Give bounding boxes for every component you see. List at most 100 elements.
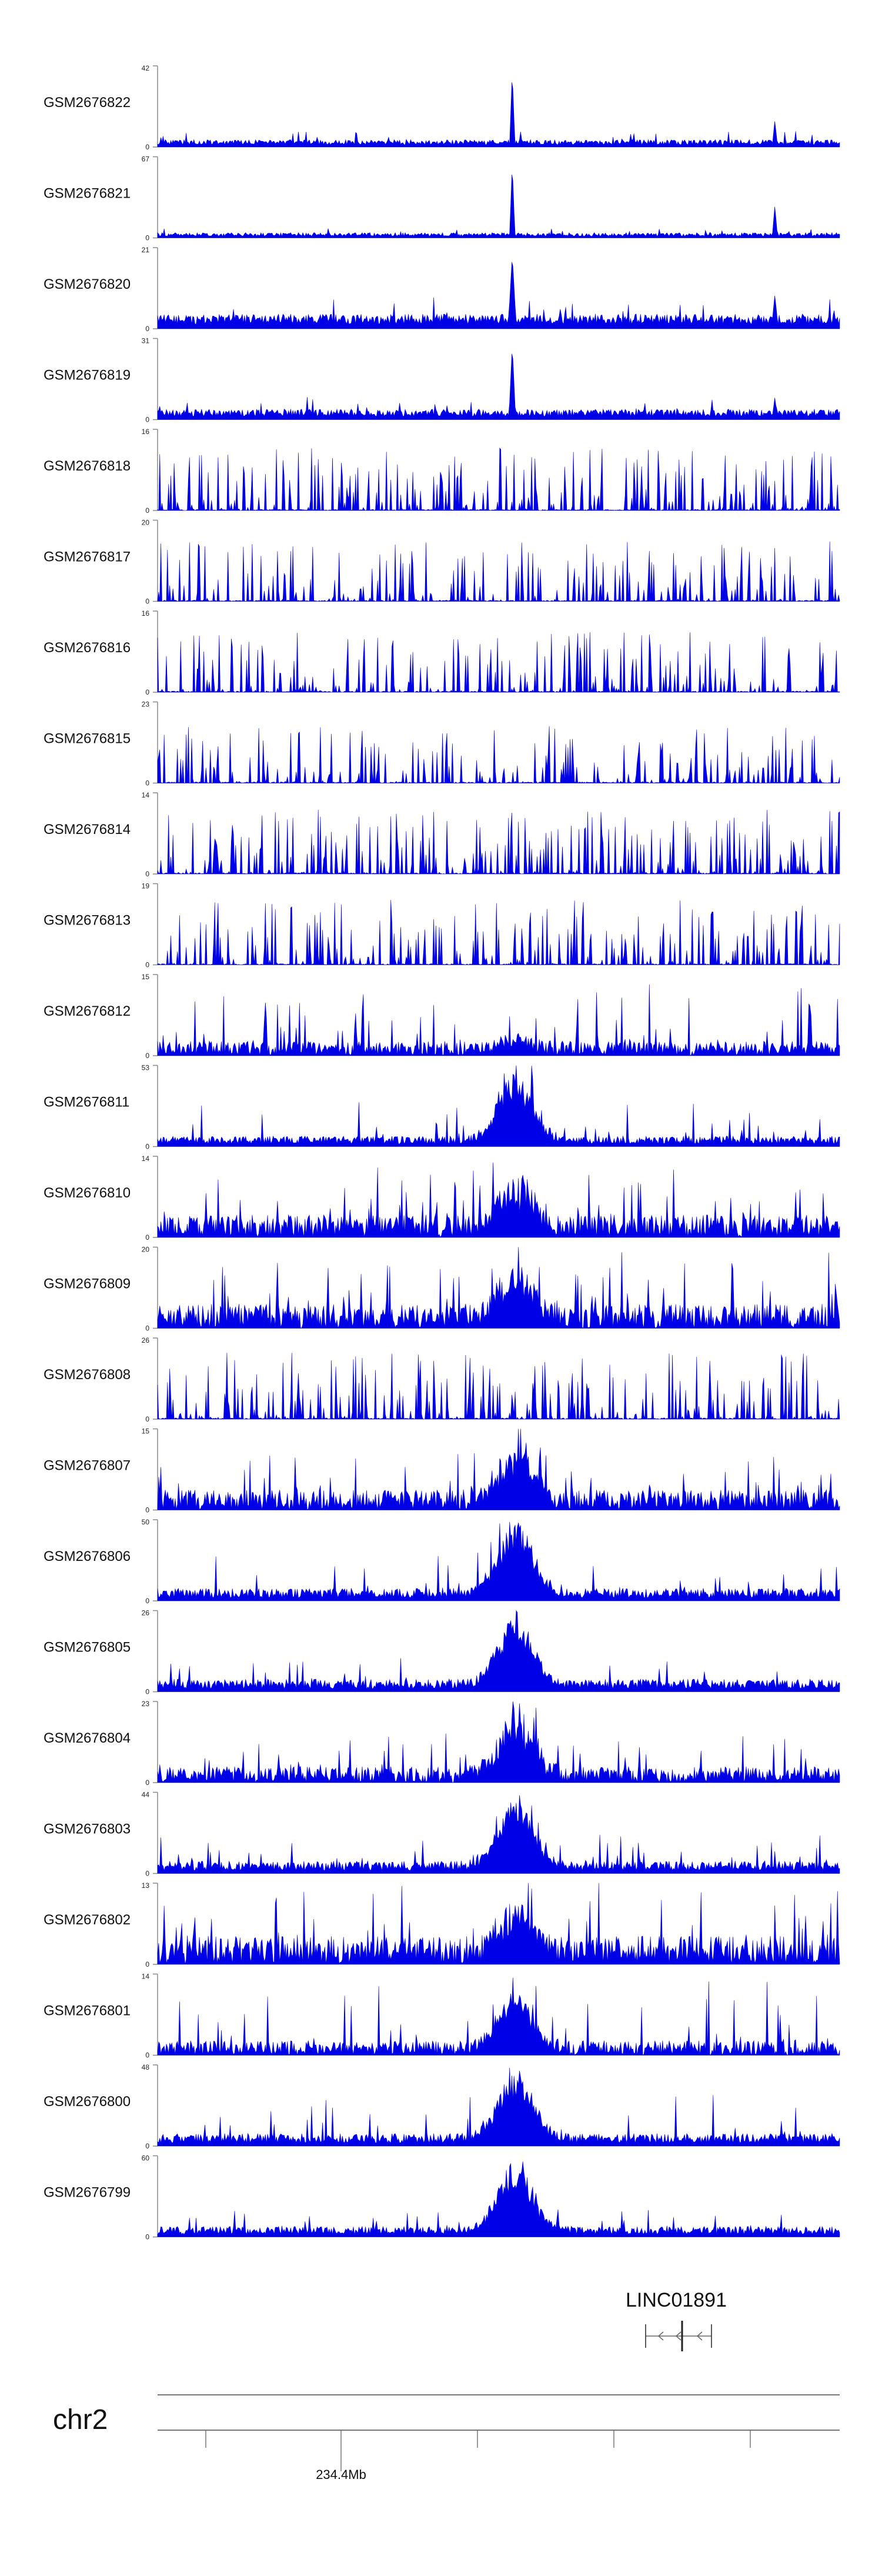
axis-ticks bbox=[205, 2430, 751, 2471]
y-max-label: 26 bbox=[142, 1336, 150, 1344]
chromosome-axis: chr2 234.4Mb bbox=[53, 2394, 840, 2482]
y-max-label: 20 bbox=[142, 1246, 150, 1254]
strand-arrow-icon bbox=[675, 2331, 681, 2341]
track-label: GSM2676817 bbox=[44, 549, 131, 565]
y-max-label: 14 bbox=[142, 791, 150, 799]
gene-label: LINC01891 bbox=[626, 2289, 727, 2311]
y-max-label: 26 bbox=[142, 1609, 150, 1617]
y-max-label: 44 bbox=[142, 1791, 150, 1799]
track-label: GSM2676819 bbox=[44, 368, 131, 383]
y-min-label: 0 bbox=[145, 1960, 149, 1968]
track-GSM2676821: GSM2676821 67 0 bbox=[44, 155, 840, 242]
track-label: GSM2676805 bbox=[44, 1640, 131, 1656]
y-min-label: 0 bbox=[145, 143, 149, 151]
y-min-label: 0 bbox=[145, 1324, 149, 1333]
y-max-label: 50 bbox=[142, 1518, 150, 1526]
y-max-label: 13 bbox=[142, 1881, 150, 1890]
signal-area bbox=[157, 448, 840, 511]
track-GSM2676804: GSM2676804 23 0 bbox=[44, 1700, 840, 1787]
track-label: GSM2676813 bbox=[44, 913, 131, 929]
track-label: GSM2676811 bbox=[44, 1095, 129, 1110]
signal-area bbox=[157, 984, 840, 1056]
track-GSM2676810: GSM2676810 14 0 bbox=[44, 1154, 840, 1242]
track-GSM2676802: GSM2676802 13 0 bbox=[44, 1881, 840, 1968]
y-min-label: 0 bbox=[145, 1052, 149, 1060]
chromosome-label: chr2 bbox=[53, 2404, 108, 2435]
y-min-label: 0 bbox=[145, 961, 149, 969]
track-GSM2676815: GSM2676815 23 0 bbox=[44, 700, 840, 788]
y-min-label: 0 bbox=[145, 779, 149, 788]
track-label: GSM2676822 bbox=[44, 95, 131, 111]
track-GSM2676813: GSM2676813 19 0 bbox=[44, 882, 840, 969]
y-max-label: 16 bbox=[142, 428, 150, 436]
axis-position-label: 234.4Mb bbox=[316, 2467, 366, 2482]
track-GSM2676807: GSM2676807 15 0 bbox=[44, 1427, 840, 1514]
y-min-label: 0 bbox=[145, 325, 149, 333]
signal-area bbox=[157, 353, 840, 420]
track-label: GSM2676808 bbox=[44, 1367, 131, 1383]
signal-area bbox=[157, 541, 840, 602]
track-GSM2676814: GSM2676814 14 0 bbox=[44, 791, 840, 878]
track-GSM2676806: GSM2676806 50 0 bbox=[44, 1518, 840, 1605]
track-label: GSM2676816 bbox=[44, 640, 131, 656]
track-GSM2676801: GSM2676801 14 0 bbox=[44, 1973, 840, 2060]
y-min-label: 0 bbox=[145, 2051, 149, 2060]
track-GSM2676816: GSM2676816 16 0 bbox=[44, 609, 840, 696]
signal-area bbox=[157, 809, 840, 875]
y-min-label: 0 bbox=[145, 1506, 149, 1514]
y-max-label: 60 bbox=[142, 2154, 150, 2163]
y-min-label: 0 bbox=[145, 1597, 149, 1605]
y-max-label: 48 bbox=[142, 2063, 150, 2071]
y-min-label: 0 bbox=[145, 688, 149, 696]
signal-area bbox=[157, 1429, 840, 1510]
track-label: GSM2676815 bbox=[44, 731, 131, 747]
track-GSM2676822: GSM2676822 42 0 bbox=[44, 64, 840, 151]
signal-area bbox=[157, 726, 840, 784]
track-label: GSM2676818 bbox=[44, 458, 131, 474]
y-min-label: 0 bbox=[145, 870, 149, 878]
y-min-label: 0 bbox=[145, 1870, 149, 1878]
signal-area bbox=[157, 1353, 840, 1420]
signal-area bbox=[157, 1610, 840, 1692]
track-label: GSM2676807 bbox=[44, 1458, 131, 1474]
signal-area bbox=[157, 262, 840, 329]
signal-area bbox=[157, 1247, 840, 1329]
track-GSM2676808: GSM2676808 26 0 bbox=[44, 1336, 840, 1423]
y-max-label: 20 bbox=[142, 519, 150, 527]
y-min-label: 0 bbox=[145, 2233, 149, 2241]
track-GSM2676800: GSM2676800 48 0 bbox=[44, 2063, 840, 2150]
track-GSM2676805: GSM2676805 26 0 bbox=[44, 1609, 840, 1696]
signal-area bbox=[157, 174, 840, 238]
track-GSM2676812: GSM2676812 15 0 bbox=[44, 973, 840, 1060]
track-label: GSM2676810 bbox=[44, 1185, 131, 1201]
track-label: GSM2676803 bbox=[44, 1821, 131, 1837]
track-label: GSM2676801 bbox=[44, 2003, 131, 2019]
y-max-label: 23 bbox=[142, 1700, 150, 1708]
y-min-label: 0 bbox=[145, 416, 149, 424]
track-GSM2676803: GSM2676803 44 0 bbox=[44, 1791, 840, 1878]
signal-area bbox=[157, 1701, 840, 1783]
track-GSM2676819: GSM2676819 31 0 bbox=[44, 337, 840, 424]
signal-area bbox=[157, 1162, 840, 1238]
track-label: GSM2676820 bbox=[44, 276, 131, 292]
signal-area bbox=[157, 82, 840, 148]
strand-arrow-icon bbox=[657, 2331, 664, 2341]
track-GSM2676817: GSM2676817 20 0 bbox=[44, 519, 840, 606]
track-label: GSM2676821 bbox=[44, 186, 131, 202]
signal-area bbox=[157, 632, 840, 693]
y-min-label: 0 bbox=[145, 234, 149, 242]
track-label: GSM2676812 bbox=[44, 1003, 131, 1019]
signal-area bbox=[157, 1065, 840, 1147]
signal-area bbox=[157, 900, 840, 966]
signal-area bbox=[157, 2067, 840, 2147]
track-label: GSM2676804 bbox=[44, 1730, 131, 1746]
y-max-label: 21 bbox=[142, 246, 150, 254]
gene-model bbox=[645, 2321, 712, 2351]
track-label: GSM2676806 bbox=[44, 1549, 131, 1564]
y-min-label: 0 bbox=[145, 1778, 149, 1787]
y-max-label: 19 bbox=[142, 882, 150, 890]
track-label: GSM2676799 bbox=[44, 2185, 131, 2201]
track-GSM2676820: GSM2676820 21 0 bbox=[44, 246, 840, 333]
track-GSM2676799: GSM2676799 60 0 bbox=[44, 2154, 840, 2241]
